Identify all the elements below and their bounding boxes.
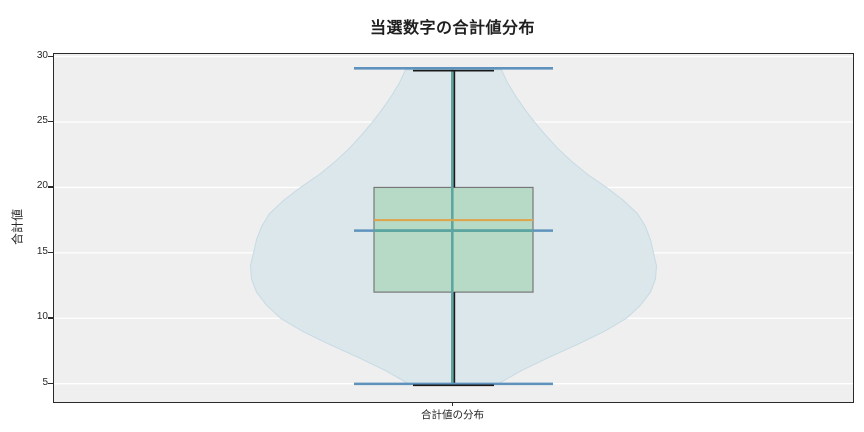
x-tick-mark: [451, 402, 453, 407]
y-tick-mark-30: [48, 55, 53, 57]
chart-title: 当選数字の合計値分布: [369, 20, 535, 37]
plot-area: [53, 53, 854, 403]
y-tick-mark-25: [48, 121, 53, 123]
y-tick-label-25: 25: [36, 115, 48, 127]
violin-box-chart: [54, 55, 853, 387]
y-tick-label-10: 10: [36, 311, 48, 323]
y-tick-mark-10: [48, 317, 53, 319]
y-tick-label-5: 5: [42, 376, 48, 388]
y-tick-mark-15: [48, 251, 53, 254]
y-tick-mark-5: [48, 382, 53, 384]
y-tick-label-15: 15: [36, 245, 48, 257]
y-tick-label-30: 30: [36, 49, 48, 61]
x-tick-label: 合計値の分布: [421, 409, 484, 421]
y-axis-label: 合計値: [10, 208, 25, 246]
y-tick-label-20: 20: [36, 180, 48, 192]
y-tick-mark-20: [48, 186, 53, 188]
